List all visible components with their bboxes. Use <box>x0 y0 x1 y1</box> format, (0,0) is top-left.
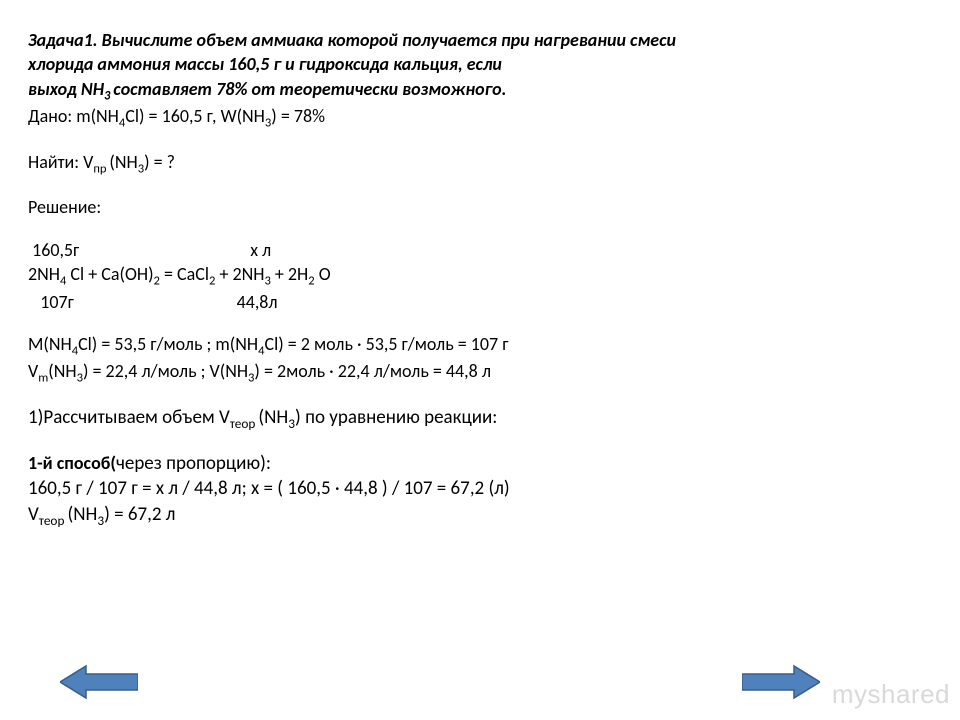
arrow-right-icon <box>742 664 820 700</box>
eq-row-bottom: 107г 44,8л <box>28 290 928 314</box>
slide-content: Задача1. Вычислите объем аммиака которой… <box>28 28 928 530</box>
prev-arrow-button[interactable] <box>60 664 138 700</box>
find-line: Найти: Vпр (NH3) = ? <box>28 150 928 178</box>
proportion-line: 160,5 г / 107 г = х л / 44,8 л; х = ( 16… <box>28 476 928 502</box>
next-arrow-button[interactable] <box>742 664 820 700</box>
problem-line1: Задача1. Вычислите объем аммиака которой… <box>28 28 928 52</box>
method-line: 1-й способ(через пропорцию): <box>28 451 928 477</box>
solution-heading: Решение: <box>28 195 928 219</box>
watermark-text: myshared <box>832 679 950 710</box>
given-line: Дано: m(NH4Cl) = 160,5 г, W(NH3) = 78% <box>28 104 928 132</box>
eq-row-main: 2NH4 Cl + Ca(OH)2 = CaCl2 + 2NH3 + 2H2 O <box>28 262 928 290</box>
molar-line1: M(NH4Cl) = 53,5 г/моль ; m(NH4Cl) = 2 мо… <box>28 332 928 360</box>
eq-row-top: 160,5г х л <box>28 238 928 262</box>
problem-line3: выход NH3 составляет 78% от теоретически… <box>28 77 928 105</box>
molar-line2: Vm(NH3) = 22,4 л/моль ; V(NH3) = 2моль ·… <box>28 359 928 387</box>
problem-line2: хлорида аммония массы 160,5 г и гидрокси… <box>28 52 928 76</box>
step1-line: 1)Рассчитываем объем Vтеор (NH3) по урав… <box>28 405 928 433</box>
arrow-left-icon <box>60 664 138 700</box>
result-line: Vтеор (NH3) = 67,2 л <box>28 502 928 530</box>
